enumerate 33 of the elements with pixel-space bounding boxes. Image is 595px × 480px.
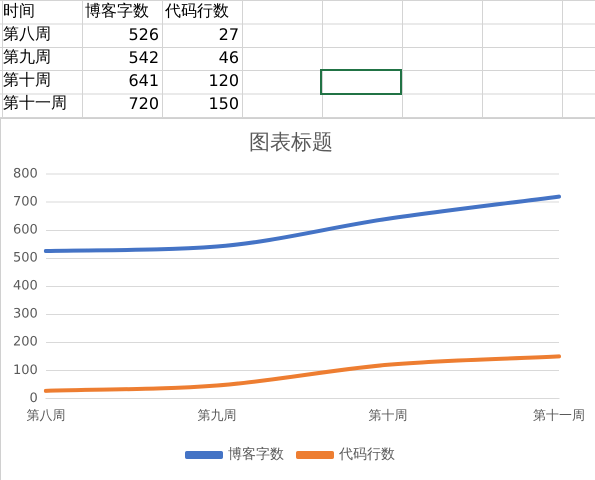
chart-title: 图表标题	[249, 130, 333, 154]
y-tick-label: 700	[12, 194, 38, 210]
text: 27	[218, 24, 240, 46]
y-tick-label: 100	[12, 362, 38, 378]
y-tick-label: 400	[12, 278, 38, 294]
x-tick-label: 第八周	[26, 408, 66, 424]
text: 542	[127, 47, 160, 69]
x-tick-label: 第十周	[368, 408, 408, 424]
line-series	[44, 354, 561, 393]
text: 第九周	[2, 46, 52, 68]
line-series	[44, 194, 561, 253]
x-tick-label: 第十一周	[533, 408, 585, 424]
legend-label: 代码行数	[338, 446, 395, 463]
y-tick-label: 500	[12, 250, 38, 266]
text: 526	[127, 24, 160, 46]
legend-label: 博客字数	[228, 446, 284, 463]
text: 120	[207, 70, 240, 92]
text: 720	[127, 93, 160, 115]
y-tick-label: 200	[12, 334, 38, 350]
text: 第十周	[2, 69, 52, 91]
y-tick-label: 0	[30, 390, 38, 406]
text: 641	[127, 70, 160, 92]
text: 46	[218, 47, 240, 69]
text: 博客字数	[84, 0, 150, 22]
text: 150	[207, 93, 240, 115]
x-tick-label: 第九周	[197, 408, 236, 424]
text: 时间	[2, 0, 36, 22]
text: 代码行数	[164, 0, 230, 22]
y-tick-label: 300	[12, 306, 38, 322]
y-tick-label: 800	[12, 166, 38, 182]
text: 第八周	[2, 23, 52, 45]
y-tick-label: 600	[12, 222, 38, 238]
text: 第十一周	[2, 92, 68, 114]
